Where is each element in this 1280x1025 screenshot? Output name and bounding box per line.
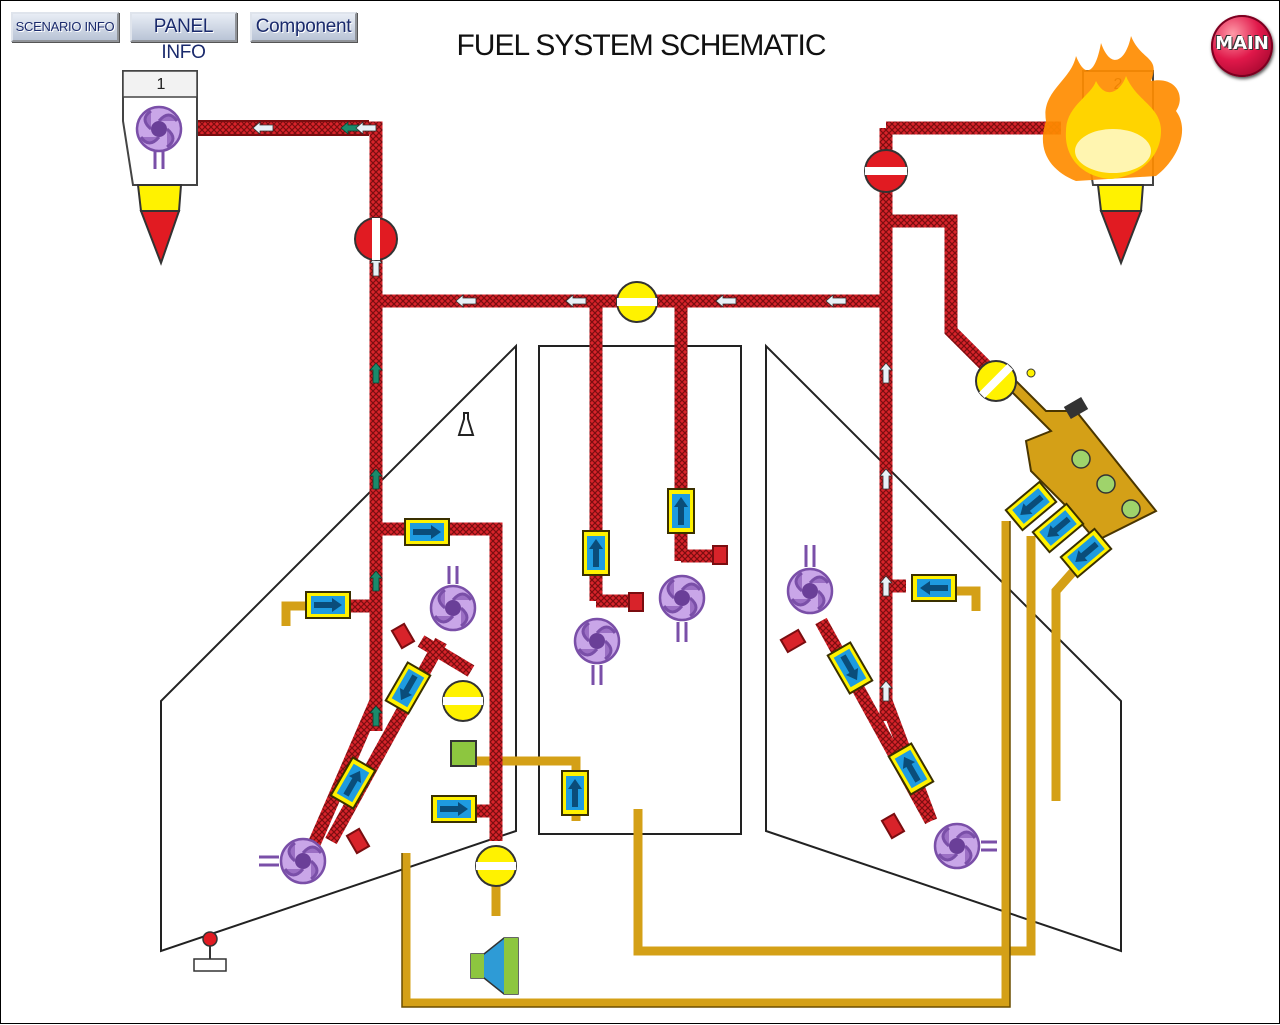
- engine-1-label: 1: [157, 76, 166, 93]
- component-button[interactable]: Component: [250, 12, 357, 42]
- engine2-shutoff-valve: [864, 149, 908, 193]
- fuel-fittings: [345, 545, 906, 855]
- main-button[interactable]: MAIN: [1211, 15, 1273, 77]
- boost-pumps: [259, 545, 997, 885]
- fuel-control-unit: [985, 365, 1158, 543]
- fcu-valve: [975, 360, 1017, 402]
- page-title: FUEL SYSTEM SCHEMATIC: [456, 29, 826, 62]
- engine-1: [122, 70, 198, 266]
- fuel-nozzle-icon: [457, 412, 475, 436]
- apu-valve: [442, 680, 484, 722]
- apu-fuel-block: [450, 740, 477, 767]
- crossfeed-valve: [616, 281, 658, 323]
- shutoff-valves: [354, 149, 1017, 887]
- scenario-info-button[interactable]: SCENARIO INFO: [11, 12, 119, 42]
- fuel-lines: [196, 121, 1061, 854]
- drain-valve: [475, 845, 517, 887]
- engine1-shutoff-valve: [354, 217, 398, 261]
- speaker-icon: [470, 937, 519, 995]
- left-wing-tank-outline: [160, 343, 517, 953]
- fire-icon: [1042, 36, 1183, 181]
- panel-info-button[interactable]: PANEL INFO: [130, 12, 237, 63]
- drain-lever-icon[interactable]: [193, 931, 227, 972]
- main-button-label: MAIN: [1215, 33, 1269, 54]
